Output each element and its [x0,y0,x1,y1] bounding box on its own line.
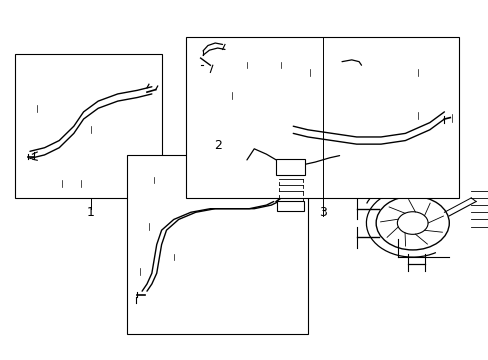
Bar [197,177,208,183]
Bar [185,37,458,198]
Bar [149,177,159,183]
Bar [31,105,43,112]
Bar [226,93,237,99]
Ellipse shape [293,75,312,84]
Bar [277,201,304,211]
Bar [276,159,305,175]
Text: 3: 3 [318,206,326,219]
Bar [85,126,97,134]
Bar [127,155,307,334]
Bar [15,54,161,198]
Ellipse shape [254,77,278,89]
Bar [75,180,87,187]
Bar [411,69,422,76]
Text: 1: 1 [87,206,95,219]
Bar [275,62,286,68]
Bar [56,180,67,187]
Bar [447,114,455,122]
Bar [168,254,179,260]
Bar [246,182,257,189]
Bar [144,224,155,230]
Bar [241,62,252,68]
Bar [134,268,145,275]
Bar [305,69,315,76]
Bar [411,112,422,119]
Text: 2: 2 [213,139,221,152]
